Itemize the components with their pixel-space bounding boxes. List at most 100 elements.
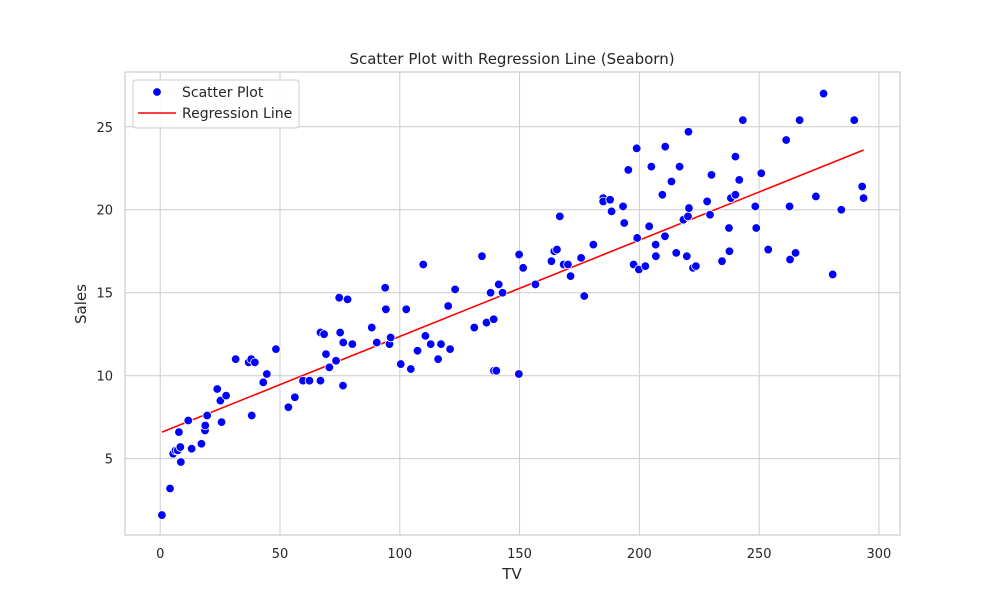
scatter-point xyxy=(738,115,748,125)
scatter-point xyxy=(186,444,197,454)
scatter-point xyxy=(794,115,805,125)
scatter-point xyxy=(396,359,406,369)
scatter-point xyxy=(385,332,396,343)
y-tick-label: 10 xyxy=(96,370,113,385)
scatter-point xyxy=(640,261,651,271)
scatter-point xyxy=(724,246,735,256)
scatter-point xyxy=(623,165,634,175)
scatter-point xyxy=(684,203,694,213)
x-tick-label: 250 xyxy=(747,547,772,562)
scatter-point xyxy=(347,339,358,349)
regression-line xyxy=(161,149,864,433)
scatter-point xyxy=(196,439,207,449)
x-tick-label: 300 xyxy=(867,547,892,562)
scatter-point xyxy=(632,233,642,243)
scatter-point xyxy=(372,337,382,348)
scatter-point xyxy=(290,392,300,402)
scatter-point xyxy=(321,349,331,359)
scatter-point xyxy=(646,161,657,172)
scatter-point xyxy=(651,251,661,261)
scatter-point xyxy=(202,410,212,421)
scatter-point xyxy=(763,244,773,255)
x-tick-label: 200 xyxy=(627,547,652,562)
scatter-point xyxy=(650,239,661,250)
scatter-point xyxy=(176,457,186,467)
legend-scatter-marker xyxy=(152,87,162,97)
scatter-point xyxy=(338,380,348,391)
scatter-point xyxy=(477,251,487,261)
scatter-point xyxy=(811,191,821,202)
scatter-point xyxy=(488,314,499,324)
x-tick-label: 0 xyxy=(156,547,164,562)
scatter-point xyxy=(657,190,668,200)
scatter-point xyxy=(756,168,766,178)
scatter-point xyxy=(271,344,281,354)
scatter-point xyxy=(750,201,761,212)
y-axis-label: Sales xyxy=(72,284,90,324)
scatter-point xyxy=(497,288,508,298)
scatter-point xyxy=(469,322,479,333)
scatter-point xyxy=(674,161,685,172)
scatter-point xyxy=(683,127,694,137)
scatter-point xyxy=(605,195,615,205)
legend-label-regression: Regression Line xyxy=(182,106,292,122)
scatter-point xyxy=(406,364,416,374)
scatter-point xyxy=(702,196,712,207)
scatter-point xyxy=(401,304,411,315)
scatter-point xyxy=(334,292,344,303)
scatter-point xyxy=(338,337,348,348)
scatter-point xyxy=(563,259,573,270)
scatter-point xyxy=(445,344,455,354)
scatter-point xyxy=(175,442,186,452)
scatter-point xyxy=(781,135,791,145)
plot-frame xyxy=(124,71,901,536)
scatter-point xyxy=(751,223,761,233)
scatter-point xyxy=(730,151,741,162)
scatter-point xyxy=(588,239,599,250)
regression-line-layer xyxy=(161,149,864,433)
y-tick-label: 20 xyxy=(96,204,113,219)
scatter-point xyxy=(705,210,715,220)
scatter-point xyxy=(165,483,175,494)
scatter-point xyxy=(717,256,727,266)
scatter-point xyxy=(425,339,436,349)
scatter-point xyxy=(660,141,670,152)
scatter-point xyxy=(216,417,227,427)
scatter-point xyxy=(494,279,504,290)
scatter-point xyxy=(514,249,524,260)
scatter-point xyxy=(518,263,528,273)
scatter-point xyxy=(827,269,838,280)
y-tick-label: 15 xyxy=(96,287,113,302)
x-tick-label: 50 xyxy=(272,547,289,562)
y-tick-label: 25 xyxy=(96,121,113,136)
scatter-point xyxy=(258,377,268,388)
scatter-point xyxy=(335,327,345,338)
y-tick-label: 5 xyxy=(105,453,113,468)
scatter-point xyxy=(724,223,734,233)
grid-lines xyxy=(125,72,900,535)
scatter-point xyxy=(552,244,562,255)
scatter-point xyxy=(579,291,589,301)
scatter-points-layer xyxy=(157,88,869,520)
scatter-point xyxy=(342,294,353,305)
scatter-point xyxy=(683,211,693,222)
scatter-point xyxy=(682,251,692,261)
scatter-point xyxy=(691,261,701,271)
legend-box xyxy=(132,79,300,129)
scatter-point xyxy=(183,415,193,426)
scatter-point xyxy=(262,369,272,379)
scatter-point xyxy=(200,420,210,431)
scatter-point xyxy=(671,248,681,258)
scatter-point xyxy=(418,259,428,270)
scatter-point xyxy=(450,284,460,295)
scatter-point xyxy=(644,221,654,232)
scatter-point xyxy=(660,231,670,241)
scatter-point xyxy=(324,362,335,373)
scatter-point xyxy=(412,346,423,356)
scatter-point xyxy=(420,331,431,341)
y-tick-labels: 5 10 15 20 25 xyxy=(96,121,113,468)
scatter-point xyxy=(367,322,377,333)
scatter-point xyxy=(849,115,859,125)
scatter-point xyxy=(530,279,541,290)
